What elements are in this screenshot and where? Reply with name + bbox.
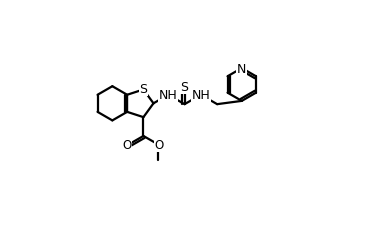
Text: O: O bbox=[155, 138, 164, 151]
Text: NH: NH bbox=[159, 89, 178, 102]
Text: S: S bbox=[181, 81, 189, 94]
Text: S: S bbox=[139, 83, 147, 96]
Text: O: O bbox=[122, 138, 131, 151]
Text: N: N bbox=[237, 62, 246, 75]
Text: NH: NH bbox=[191, 89, 210, 102]
